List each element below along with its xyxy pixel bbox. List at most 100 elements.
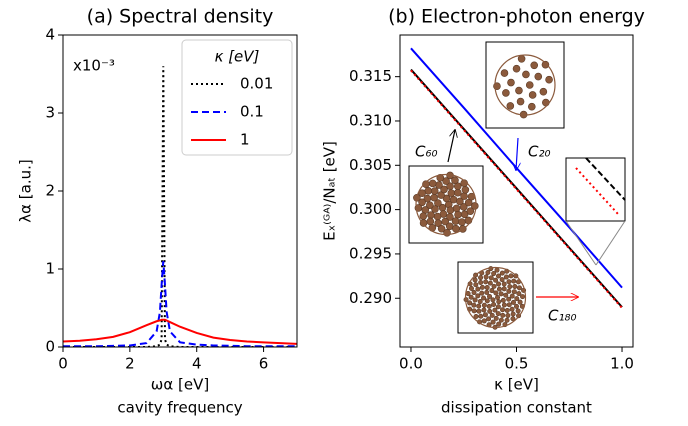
inset-connector xyxy=(565,220,597,266)
atom xyxy=(481,302,487,308)
atom xyxy=(460,210,469,219)
atom xyxy=(479,284,485,290)
atom xyxy=(504,317,510,323)
atom xyxy=(447,189,456,197)
atom xyxy=(434,219,442,228)
atom xyxy=(451,217,460,225)
legend-box xyxy=(181,39,293,156)
atom xyxy=(530,61,539,70)
annotation-arrow xyxy=(516,137,518,170)
legend-label: 1 xyxy=(240,131,250,149)
atom xyxy=(486,316,492,322)
atom xyxy=(512,284,518,290)
atom xyxy=(422,180,430,188)
atom xyxy=(481,318,487,324)
atom xyxy=(446,182,454,190)
x-tick-label: 1.0 xyxy=(610,355,634,373)
atom xyxy=(506,102,515,110)
atom xyxy=(493,290,499,296)
atom xyxy=(484,285,490,291)
atom xyxy=(471,308,477,314)
atom xyxy=(440,185,448,194)
atom xyxy=(487,293,493,299)
atom xyxy=(489,288,495,294)
atom xyxy=(460,192,468,200)
atom xyxy=(478,313,484,319)
atom xyxy=(509,293,515,299)
atom xyxy=(467,300,473,306)
y-tick-label: 0 xyxy=(45,338,55,356)
y-tick-label: 3 xyxy=(45,104,55,122)
atom xyxy=(545,75,553,84)
atom xyxy=(430,193,438,202)
atom xyxy=(528,91,537,99)
legend-label: 0.1 xyxy=(240,103,264,121)
atom xyxy=(501,281,507,287)
atom xyxy=(481,307,487,313)
atom xyxy=(489,312,495,318)
x-tick-label: 0 xyxy=(58,355,68,373)
atom xyxy=(433,212,442,221)
atom xyxy=(436,174,445,182)
y-tick-label: 0.305 xyxy=(349,156,392,174)
x-axis-label: ωα [eV] xyxy=(151,376,209,394)
atom xyxy=(528,102,536,111)
atom xyxy=(541,60,550,69)
atom xyxy=(515,308,521,314)
atom xyxy=(507,78,515,87)
y-tick-label: 0.295 xyxy=(349,244,392,262)
atom xyxy=(514,296,520,302)
molecule-outline xyxy=(464,266,527,329)
atom xyxy=(446,213,454,221)
atom xyxy=(492,307,498,313)
legend-label: 0.01 xyxy=(240,75,273,93)
atom xyxy=(516,97,525,106)
x-tick-label: 0.5 xyxy=(505,355,529,373)
atom xyxy=(496,281,502,287)
atom xyxy=(486,303,492,309)
atom xyxy=(513,303,519,309)
atom xyxy=(484,289,490,295)
atom xyxy=(506,296,512,302)
atom xyxy=(472,297,478,303)
plot-frame xyxy=(399,34,634,348)
atom xyxy=(520,294,526,300)
inset-connector xyxy=(595,220,626,266)
atom xyxy=(516,285,522,291)
atom xyxy=(510,299,516,305)
atom xyxy=(475,286,481,292)
y-tick-label: 0.290 xyxy=(349,289,392,307)
molecule-outline xyxy=(415,173,477,236)
series-label: C₁₈₀ xyxy=(548,307,577,325)
atom xyxy=(458,218,466,226)
atom xyxy=(504,307,510,313)
inset-line xyxy=(585,157,626,201)
atom xyxy=(508,273,514,279)
atom xyxy=(452,204,461,213)
y-tick-label: 0.310 xyxy=(349,111,392,129)
atom xyxy=(456,197,464,206)
x-tick-label: 0.0 xyxy=(399,355,423,373)
y-tick-label: 1 xyxy=(45,260,55,278)
atom xyxy=(491,283,497,289)
atom xyxy=(498,317,504,323)
atom xyxy=(431,205,439,213)
annotation: x10⁻³ xyxy=(73,57,115,75)
atom xyxy=(517,55,526,63)
atom xyxy=(479,290,485,296)
atom xyxy=(437,224,446,233)
atom xyxy=(493,315,499,321)
atom xyxy=(418,198,426,207)
atom xyxy=(493,277,499,283)
series-label: C₆₀ xyxy=(415,143,438,161)
molecule-outline xyxy=(494,54,556,116)
inset-line xyxy=(575,167,619,215)
atom xyxy=(502,89,510,97)
y-axis-label: λα [a.u.] xyxy=(17,159,35,222)
atom xyxy=(488,275,494,281)
atom xyxy=(512,64,521,73)
series-line xyxy=(410,68,623,308)
atom xyxy=(496,299,502,305)
atom xyxy=(471,302,477,308)
